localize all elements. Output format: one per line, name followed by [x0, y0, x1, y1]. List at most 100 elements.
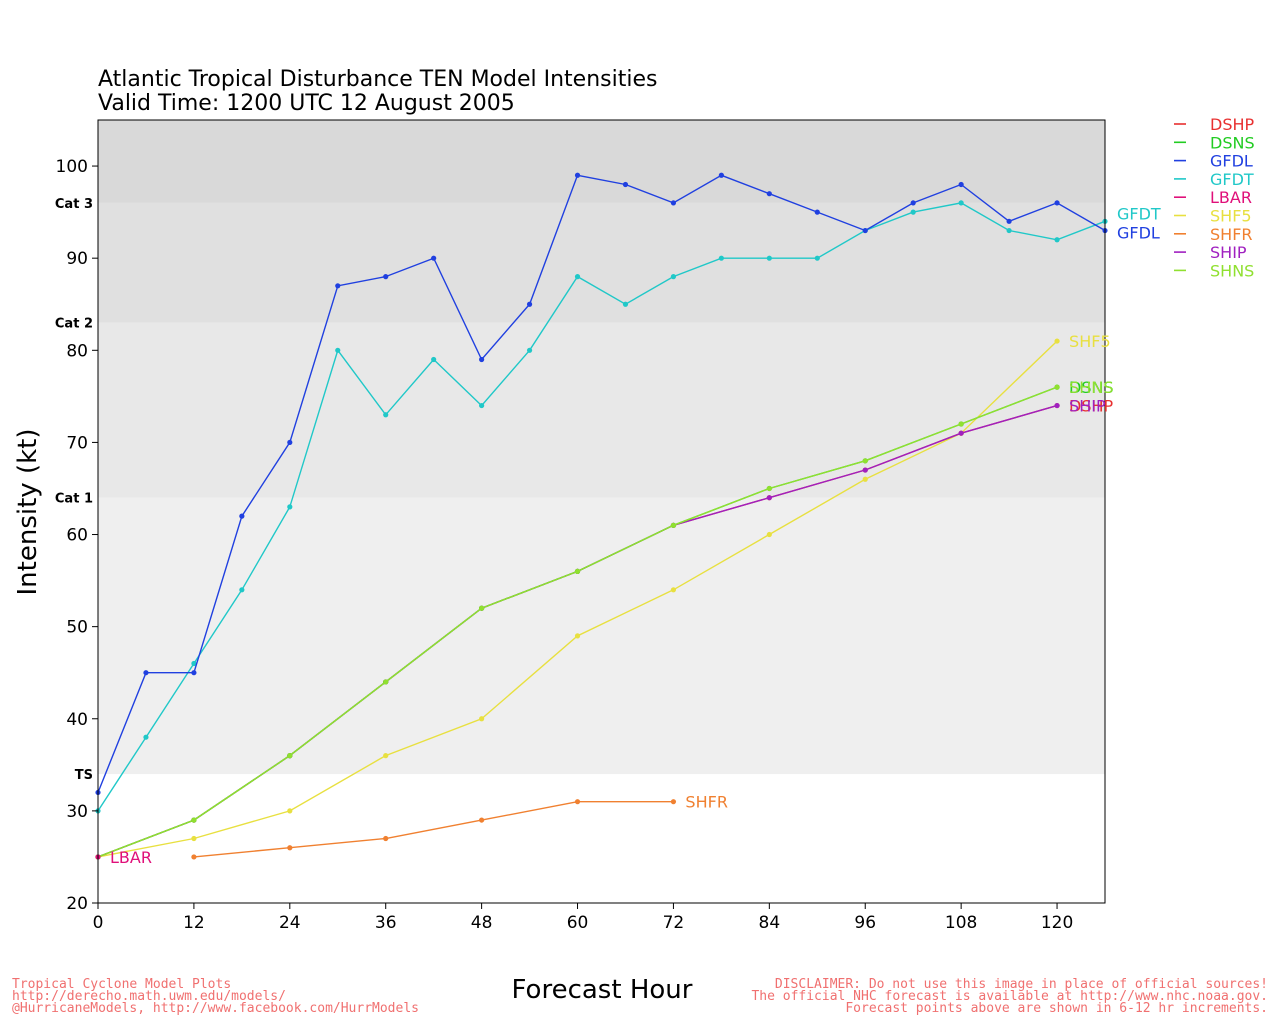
data-point — [670, 587, 677, 593]
data-point — [287, 439, 293, 446]
y-axis-label: Intensity (kt) — [13, 429, 43, 596]
data-point — [287, 808, 293, 814]
data-point — [383, 412, 389, 418]
data-point — [1006, 218, 1012, 224]
data-point — [622, 181, 629, 188]
y-axis-ticks: 20 30 40 50 60 70 80 90 100 — [56, 157, 98, 914]
category-band — [98, 322, 1105, 498]
legend-label: DSNS — [1210, 133, 1255, 152]
data-point — [574, 172, 581, 178]
footer-left-line-1: Tropical Cyclone Model Plots — [12, 977, 231, 992]
end-label-gfdt: GFDT — [1117, 204, 1161, 223]
x-axis-ticks: 0 12 24 36 48 60 72 84 96 108 120 — [93, 903, 1073, 933]
x-tick-label: 0 — [93, 913, 104, 933]
end-label-lbar: LBAR — [110, 848, 152, 867]
legend-item-dshp: DSHP — [1174, 115, 1255, 134]
data-point — [431, 255, 437, 261]
end-label-gfdl: GFDL — [1117, 224, 1160, 243]
data-point — [143, 734, 149, 740]
data-point — [862, 476, 868, 482]
y-tick-label: 60 — [66, 526, 88, 546]
series-line — [97, 202, 1106, 812]
legend-label: SHIP — [1210, 243, 1247, 262]
data-point — [191, 670, 197, 676]
y-tick-label: 20 — [66, 894, 88, 914]
x-tick-label: 48 — [471, 913, 493, 933]
data-point — [718, 255, 724, 261]
data-point — [383, 679, 389, 685]
chart-title: Atlantic Tropical Disturbance TEN Model … — [98, 67, 657, 92]
series-line — [193, 801, 674, 858]
legend-item-dsns: DSNS — [1174, 133, 1255, 152]
data-point — [239, 587, 245, 593]
data-point — [479, 716, 485, 722]
data-point — [479, 356, 485, 363]
data-point — [431, 356, 437, 363]
data-point — [335, 283, 341, 289]
data-point — [287, 504, 293, 510]
data-point — [383, 274, 389, 280]
x-tick-label: 36 — [375, 913, 397, 933]
series-line — [97, 174, 1106, 793]
data-point — [670, 200, 677, 206]
series-shfr — [191, 799, 677, 860]
series-layer — [95, 172, 1108, 860]
category-bands — [98, 120, 1105, 775]
legend-label: GFDL — [1210, 152, 1253, 171]
data-point — [287, 845, 293, 851]
data-point — [479, 605, 485, 611]
data-point — [1054, 402, 1060, 409]
legend-item-gfdt: GFDT — [1174, 170, 1254, 189]
data-point — [574, 799, 581, 805]
x-tick-label: 72 — [663, 913, 685, 933]
data-point — [814, 209, 820, 215]
end-label-ship: SHIP — [1069, 397, 1106, 416]
data-point — [622, 301, 629, 307]
data-point — [958, 181, 964, 188]
legend-item-shf5: SHF5 — [1174, 207, 1252, 226]
data-point — [958, 430, 964, 436]
data-point — [766, 531, 772, 538]
x-tick-label: 60 — [567, 913, 589, 933]
data-point — [287, 753, 293, 759]
footer-left: Tropical Cyclone Model Plots http://dere… — [12, 977, 419, 1016]
y-tick-label: 70 — [66, 433, 88, 453]
data-point — [958, 421, 964, 427]
x-axis-label: Forecast Hour — [512, 975, 693, 1005]
data-point — [670, 274, 677, 280]
footer-right-line-2: The official NHC forecast is available a… — [751, 989, 1268, 1004]
data-point — [766, 485, 772, 492]
x-tick-label: 12 — [183, 913, 205, 933]
data-point — [766, 191, 772, 197]
data-point — [191, 854, 197, 860]
legend-item-ship: SHIP — [1174, 243, 1247, 262]
y-tick-label: 80 — [66, 341, 88, 361]
chart-subtitle: Valid Time: 1200 UTC 12 August 2005 — [98, 91, 515, 116]
plot-frame — [97, 119, 1106, 904]
data-point — [718, 172, 724, 178]
data-point — [1054, 384, 1060, 390]
data-point — [766, 255, 772, 261]
footer-right-line-3: Forecast points above are shown in 6-12 … — [845, 1001, 1268, 1016]
data-point — [383, 753, 389, 759]
data-point — [862, 458, 868, 464]
category-label: TS — [75, 768, 93, 783]
data-point — [191, 835, 197, 842]
series-shns — [95, 384, 1060, 860]
x-tick-label: 108 — [945, 913, 977, 933]
footer-left-line-2: http://derecho.math.uwm.edu/models/ — [12, 989, 286, 1004]
data-point — [526, 347, 533, 353]
x-tick-label: 120 — [1041, 913, 1073, 933]
data-point — [335, 347, 341, 353]
category-label: Cat 1 — [55, 492, 93, 507]
category-band — [98, 120, 1105, 203]
legend-label: SHF5 — [1210, 207, 1252, 226]
end-label-shns: SHNS — [1069, 378, 1113, 397]
data-point — [1054, 200, 1060, 206]
legend-label: SHFR — [1210, 225, 1253, 244]
y-tick-label: 100 — [56, 157, 88, 177]
data-point — [574, 633, 581, 639]
category-label: Cat 2 — [55, 317, 93, 332]
